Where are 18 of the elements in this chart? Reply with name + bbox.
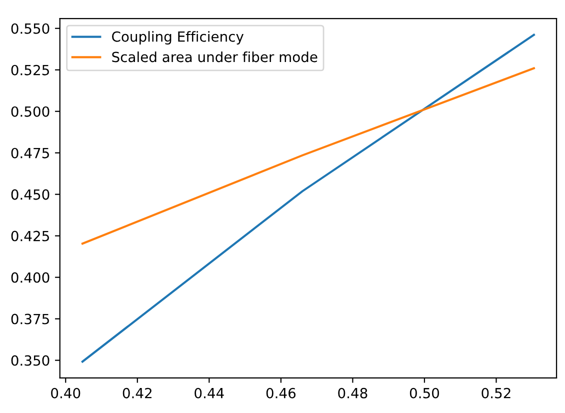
y-tick-label: 0.550 <box>11 23 50 34</box>
y-tick-label: 0.350 <box>11 355 50 366</box>
x-tick-label: 0.48 <box>338 388 368 398</box>
y-tick-label: 0.425 <box>11 230 49 242</box>
x-tick-label: 0.44 <box>194 388 224 398</box>
x-tick-label: 0.50 <box>410 388 440 398</box>
x-tick-label: 0.52 <box>482 388 510 398</box>
y-tick-label: 0.500 <box>11 106 50 117</box>
y-tick-label: 0.450 <box>11 189 50 200</box>
y-tick-label: 0.375 <box>11 314 49 324</box>
x-tick-label: 0.40 <box>51 388 80 398</box>
legend-label: Coupling Efficiency <box>112 31 244 45</box>
y-tick-label: 0.525 <box>11 64 49 76</box>
legend-label: Scaled area under fiber mode <box>112 51 318 62</box>
y-tick-label: 0.400 <box>11 272 50 283</box>
x-tick-label: 0.46 <box>266 388 296 398</box>
x-tick-label: 0.42 <box>122 388 152 398</box>
y-tick-label: 0.475 <box>11 148 49 158</box>
